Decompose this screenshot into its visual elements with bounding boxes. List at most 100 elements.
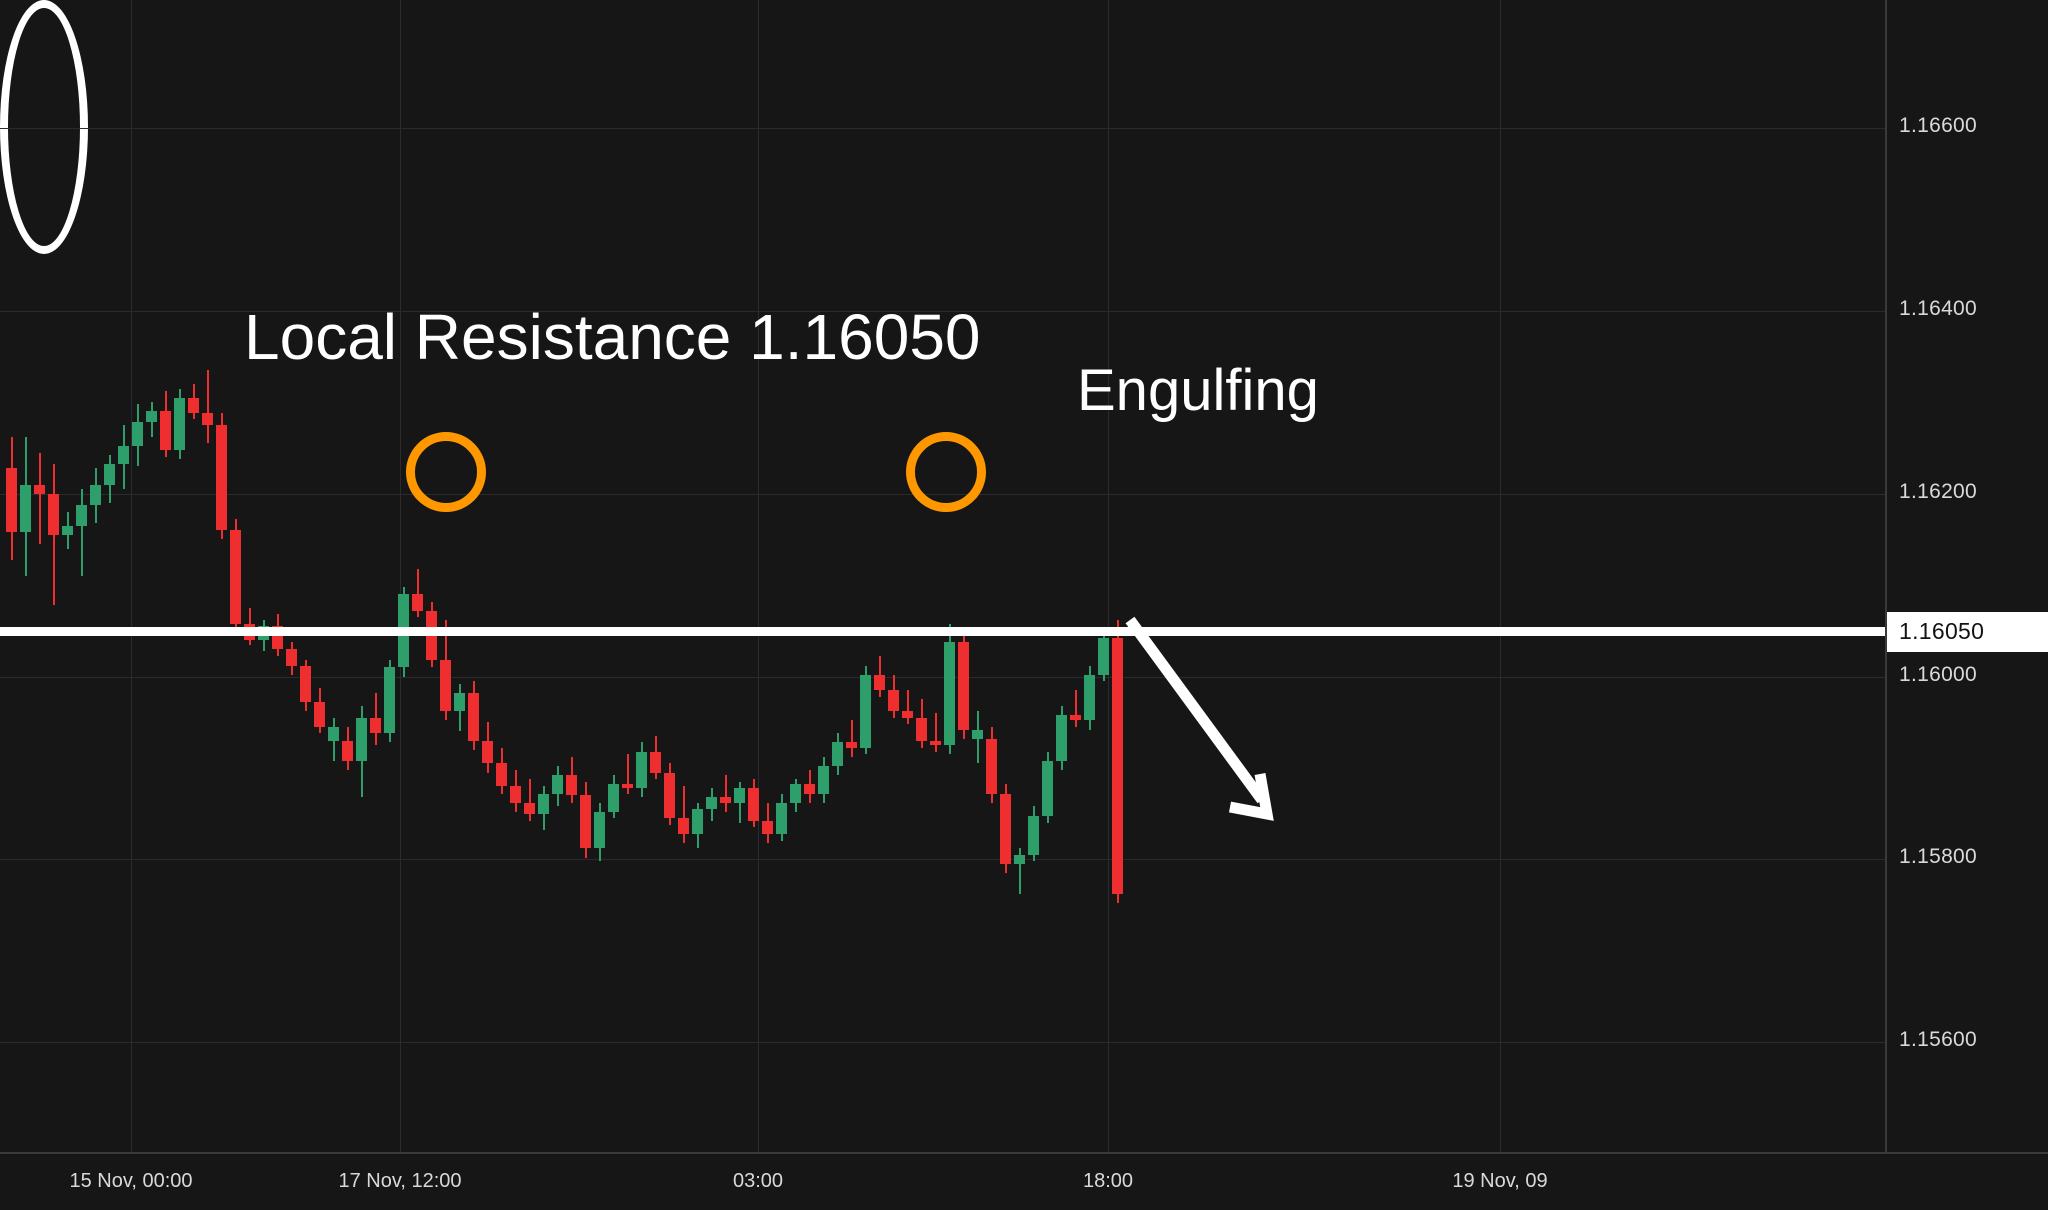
candle-body bbox=[440, 660, 451, 712]
candle-wick bbox=[724, 775, 727, 812]
time-tick-label: 18:00 bbox=[1082, 1170, 1134, 1192]
time-tick-label: 17 Nov, 12:00 bbox=[338, 1170, 462, 1192]
candle-wick bbox=[906, 690, 909, 725]
candle-wick bbox=[38, 453, 41, 544]
candle-wick bbox=[934, 713, 937, 752]
candle-body bbox=[286, 649, 297, 666]
gridline-vertical bbox=[131, 0, 132, 1152]
candle-body bbox=[608, 784, 619, 812]
candle-body bbox=[748, 788, 759, 822]
annotation-engulfing: Engulfing bbox=[1077, 358, 1319, 423]
candle-body bbox=[818, 766, 829, 794]
gridline-horizontal bbox=[0, 1042, 1885, 1044]
candle-body bbox=[356, 717, 367, 761]
candle-body bbox=[594, 811, 605, 849]
candle-wick bbox=[416, 568, 419, 618]
current-price-label[interactable]: 1.16050 bbox=[1887, 611, 2048, 652]
candle-wick bbox=[52, 464, 55, 606]
candle-body bbox=[230, 530, 241, 624]
gridline-horizontal bbox=[0, 676, 1885, 678]
candle-body bbox=[1028, 815, 1039, 855]
candle-body bbox=[622, 784, 633, 789]
price-tick-label: 1.15800 bbox=[1899, 845, 1978, 869]
candle-wick bbox=[850, 720, 853, 758]
candle-body bbox=[118, 446, 129, 465]
candle-body bbox=[804, 784, 815, 794]
candle-body bbox=[6, 468, 17, 533]
candle-body bbox=[482, 740, 493, 764]
candle-body bbox=[188, 397, 199, 414]
gridline-vertical bbox=[400, 0, 401, 1152]
candle-body bbox=[1098, 638, 1109, 675]
resistance-line[interactable] bbox=[0, 626, 1885, 636]
candle-wick bbox=[206, 370, 209, 444]
marker-circle-right bbox=[906, 432, 986, 512]
price-tick-label: 1.15600 bbox=[1899, 1028, 1978, 1052]
candle-body bbox=[76, 504, 87, 526]
candle-body bbox=[720, 797, 731, 803]
candle-body bbox=[146, 411, 157, 423]
candle-body bbox=[552, 775, 563, 794]
candle-body bbox=[62, 525, 73, 535]
time-tick-label: 03:00 bbox=[732, 1170, 784, 1192]
candle-body bbox=[160, 411, 171, 450]
gridline-horizontal bbox=[0, 128, 1885, 129]
gridline-horizontal bbox=[0, 310, 1885, 312]
price-tick-label: 1.16400 bbox=[1899, 296, 1978, 320]
candle-body bbox=[636, 751, 647, 789]
candle-body bbox=[34, 484, 45, 494]
candle-body bbox=[650, 751, 661, 773]
candle-body bbox=[916, 717, 927, 741]
candle-body bbox=[972, 729, 983, 739]
candle-wick bbox=[528, 778, 531, 822]
time-tick-label: 15 Nov, 00:00 bbox=[69, 1170, 193, 1192]
candle-body bbox=[958, 641, 969, 730]
candle-body bbox=[678, 818, 689, 834]
candle-body bbox=[986, 738, 997, 794]
down-arrow-icon bbox=[1125, 616, 1274, 821]
candle-body bbox=[342, 740, 353, 761]
candle-body bbox=[930, 740, 941, 746]
candle-body bbox=[90, 484, 101, 505]
price-axis[interactable]: 1.16600 1.16400 1.16200 1.16000 1.15800 1.156… bbox=[1885, 0, 2048, 1152]
candle-body bbox=[1070, 714, 1081, 721]
candle-body bbox=[790, 784, 801, 803]
engulfing-highlight-ellipse bbox=[0, 0, 88, 254]
candle-wick bbox=[682, 786, 685, 843]
candle-body bbox=[1042, 760, 1053, 816]
candle-body bbox=[510, 786, 521, 803]
candle-body bbox=[454, 693, 465, 712]
price-tick-label: 1.16200 bbox=[1899, 479, 1978, 503]
candle-body bbox=[664, 772, 675, 819]
price-tick-label: 1.16000 bbox=[1899, 662, 1978, 686]
candle-body bbox=[776, 802, 787, 834]
candle-body bbox=[538, 793, 549, 814]
gridline-horizontal bbox=[0, 859, 1885, 861]
candle-body bbox=[272, 626, 283, 650]
candle-body bbox=[48, 493, 59, 535]
chart-plot-area[interactable]: Local Resistance 1.16050 Engulfing bbox=[0, 0, 1885, 1152]
candle-body bbox=[580, 795, 591, 849]
candle-body bbox=[888, 690, 899, 712]
candle-body bbox=[216, 425, 227, 531]
time-tick-label: 19 Nov, 09 bbox=[1452, 1170, 1548, 1192]
candle-body bbox=[20, 484, 31, 533]
candle-body bbox=[566, 775, 577, 796]
candle-wick bbox=[80, 489, 83, 576]
candle-body bbox=[104, 464, 115, 485]
gridline-vertical bbox=[1500, 0, 1501, 1152]
candle-body bbox=[524, 802, 535, 814]
candle-body bbox=[706, 797, 717, 810]
gridline-vertical bbox=[758, 0, 759, 1152]
marker-circle-left bbox=[406, 432, 486, 512]
candle-body bbox=[692, 809, 703, 834]
candle-body bbox=[314, 702, 325, 727]
candle-body bbox=[860, 674, 871, 748]
time-axis[interactable]: 15 Nov, 00:00 17 Nov, 12:00 03:00 18:00 19 N… bbox=[0, 1152, 2048, 1210]
candle-body bbox=[412, 594, 423, 611]
candle-body bbox=[132, 422, 143, 447]
candle-body bbox=[1014, 854, 1025, 864]
candle-body bbox=[1056, 714, 1067, 761]
candle-body bbox=[468, 693, 479, 741]
